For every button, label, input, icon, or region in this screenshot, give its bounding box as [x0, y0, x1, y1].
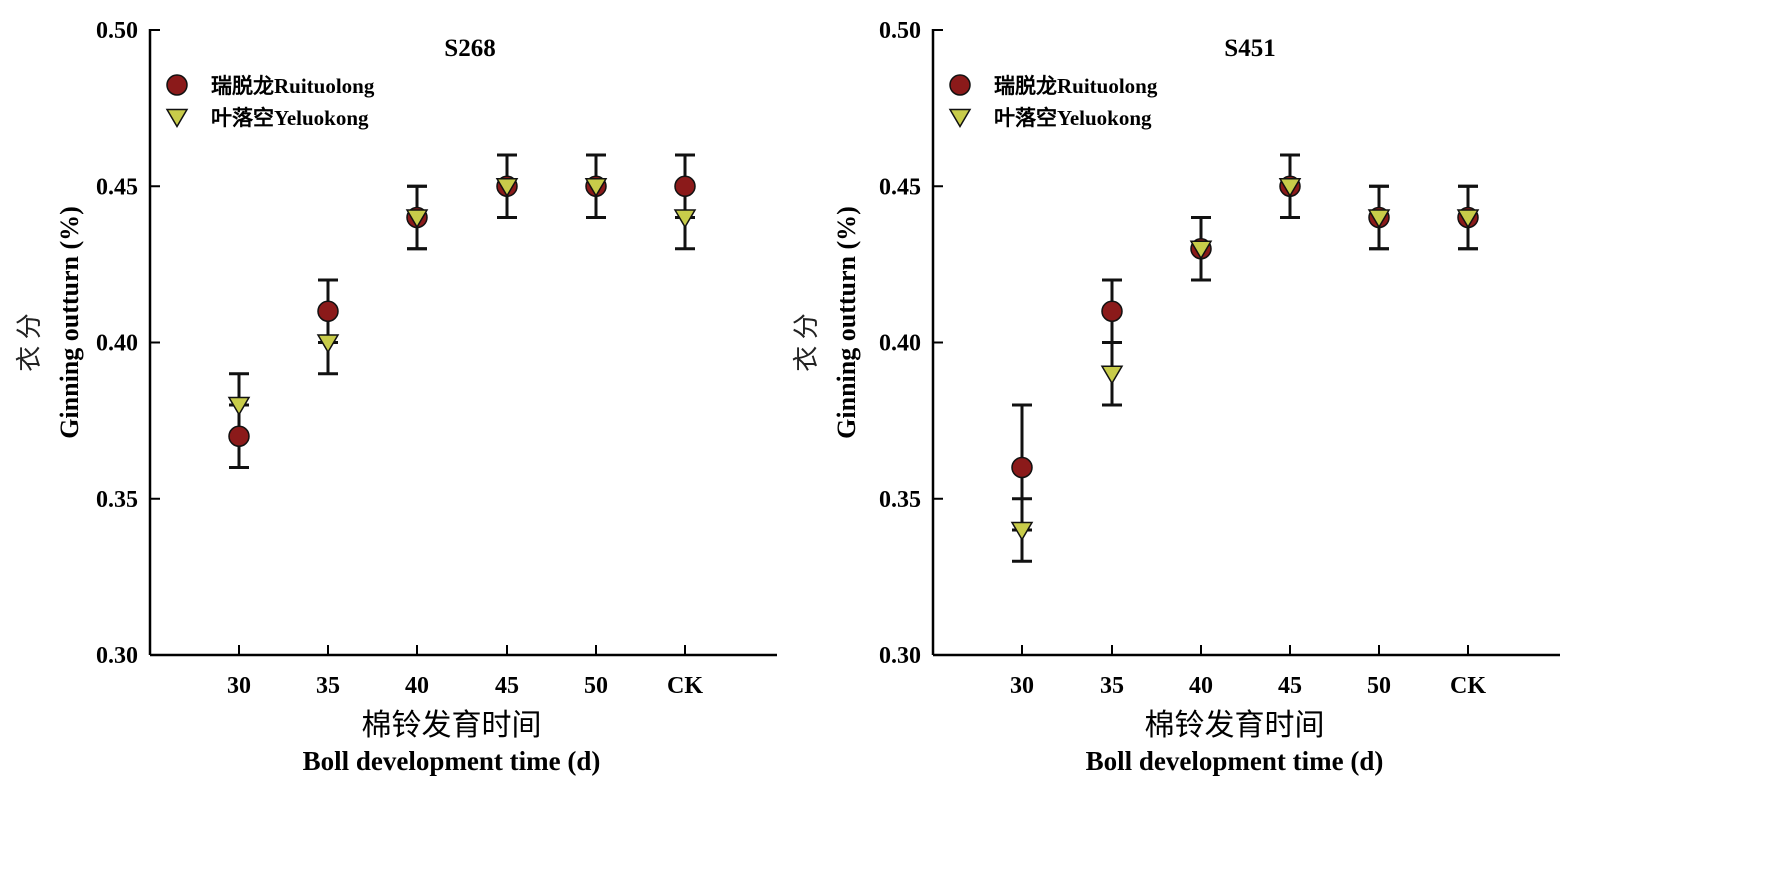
y-tick-label: 0.45	[879, 174, 921, 200]
data-point	[1010, 521, 1034, 541]
y-tick-label: 0.45	[96, 174, 138, 200]
chart-panel-s451: 0.30 0.35 0.40 0.45 0.50 30 35 40 45 50 CK S451 衣 分 G…	[792, 18, 1560, 776]
series-yeluokong-points	[227, 178, 697, 416]
data-point	[674, 175, 696, 197]
x-axis-label-en: Boll development time (d)	[1086, 746, 1384, 776]
data-point	[405, 209, 429, 229]
legend-marker-circle	[949, 74, 971, 96]
x-tick-label: 50	[1367, 673, 1391, 699]
series-yeluokong-points	[1010, 178, 1480, 541]
x-axis-label-en: Boll development time (d)	[303, 746, 601, 776]
y-axis-label-en: Ginning outturn (%)	[55, 206, 84, 439]
data-point	[495, 178, 519, 198]
y-axis-label-en: Ginning outturn (%)	[832, 206, 861, 439]
series-ruituolong-points	[228, 175, 696, 447]
data-point	[584, 178, 608, 198]
x-tick-label: 50	[584, 673, 608, 699]
series-ruituolong-points	[1011, 175, 1479, 479]
y-axis-label-cn: 衣 分	[15, 313, 44, 372]
series-ruituolong-errorbars	[1012, 153, 1478, 532]
legend-marker-circle	[166, 74, 188, 96]
y-tick-label: 0.40	[879, 331, 921, 357]
data-point	[1101, 300, 1123, 322]
data-point	[1100, 365, 1124, 385]
data-point	[1011, 456, 1033, 479]
x-tick-label: CK	[667, 673, 703, 699]
y-axis-label-cn: 衣 分	[792, 313, 821, 372]
y-tick-label: 0.50	[879, 18, 921, 44]
y-tick-label: 0.35	[879, 487, 921, 513]
x-tick-label: 35	[1100, 673, 1124, 699]
x-tick-label: 45	[495, 673, 519, 699]
x-tick-label: 40	[405, 673, 429, 699]
data-point	[316, 334, 340, 354]
y-tick-label: 0.30	[879, 643, 921, 669]
legend: 瑞脱龙Ruituolong 叶落空Yeluokong	[165, 74, 375, 130]
data-point	[317, 300, 339, 322]
x-tick-label: 30	[227, 673, 251, 699]
y-tick-label: 0.50	[96, 18, 138, 44]
data-point	[673, 209, 697, 229]
x-axis-label-cn: 棉铃发育时间	[362, 709, 542, 742]
legend: 瑞脱龙Ruituolong 叶落空Yeluokong	[948, 74, 1158, 130]
x-tick-label: 45	[1278, 673, 1302, 699]
x-tick-label: 40	[1189, 673, 1213, 699]
chart-title: S268	[444, 35, 495, 62]
data-point	[1278, 178, 1302, 198]
legend-label: 瑞脱龙Ruituolong	[211, 74, 375, 98]
chart-title: S451	[1224, 35, 1275, 62]
legend-label: 叶落空Yeluokong	[994, 106, 1152, 130]
series-ruituolong-errorbars	[229, 153, 695, 469]
legend-label: 叶落空Yeluokong	[211, 106, 369, 130]
x-tick-label: CK	[1450, 673, 1486, 699]
y-tick-label: 0.35	[96, 487, 138, 513]
data-point	[1189, 240, 1213, 260]
series-yeluokong-errorbars	[1012, 153, 1478, 563]
x-tick-label: 35	[316, 673, 340, 699]
data-point	[1367, 209, 1391, 229]
data-point	[1456, 209, 1480, 229]
series-yeluokong-errorbars	[229, 153, 695, 438]
data-point	[227, 396, 251, 416]
legend-marker-triangle	[165, 108, 189, 128]
x-tick-label: 30	[1010, 673, 1034, 699]
x-axis-label-cn: 棉铃发育时间	[1145, 709, 1325, 742]
chart-panel-s268: 0.30 0.35 0.40 0.45 0.50 30 35 40 45 50 CK S268 衣 分 G…	[15, 18, 777, 776]
legend-label: 瑞脱龙Ruituolong	[994, 74, 1158, 98]
y-tick-label: 0.30	[96, 643, 138, 669]
data-point	[228, 425, 250, 447]
legend-marker-triangle	[948, 108, 972, 128]
y-tick-label: 0.40	[96, 331, 138, 357]
